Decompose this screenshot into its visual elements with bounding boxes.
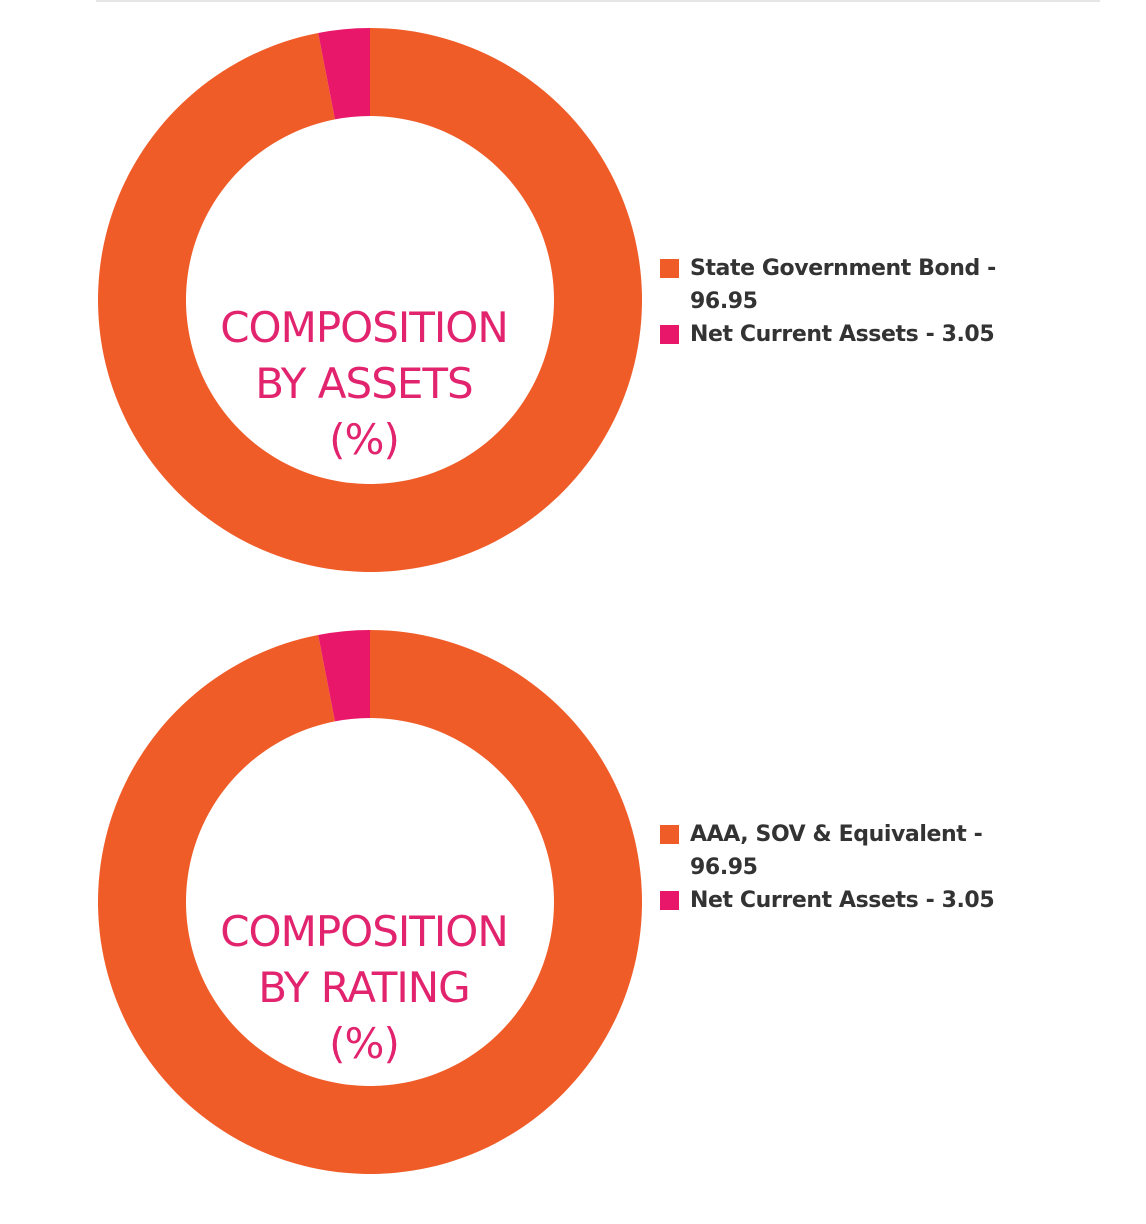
legend-item: Net Current Assets - 3.05 xyxy=(660,318,1020,351)
donut-slice-2 xyxy=(318,28,370,120)
legend-item: State Government Bond - 96.95 xyxy=(660,252,1020,318)
chart-title-line-3: (%) xyxy=(329,1019,400,1068)
donut-chart-rating xyxy=(98,630,643,1174)
donut-slice-1 xyxy=(98,630,643,1174)
chart-title: COMPOSITION BY RATING (%) xyxy=(190,904,538,1072)
chart-title: COMPOSITION BY ASSETS (%) xyxy=(190,300,538,468)
legend-label: Net Current Assets - 3.05 xyxy=(690,322,995,347)
chart-legend: AAA, SOV & Equivalent - 96.95 Net Curren… xyxy=(660,818,1020,917)
chart-legend: State Government Bond - 96.95 Net Curren… xyxy=(660,252,1020,351)
top-divider xyxy=(96,0,1100,2)
legend-label: AAA, SOV & Equivalent - 96.95 xyxy=(690,822,983,880)
legend-swatch xyxy=(660,891,679,910)
donut-slice-1 xyxy=(98,28,643,572)
chart-title-line-2: BY ASSETS xyxy=(255,359,473,408)
legend-item: Net Current Assets - 3.05 xyxy=(660,884,1020,917)
donut-slice-2 xyxy=(318,630,370,722)
legend-item: AAA, SOV & Equivalent - 96.95 xyxy=(660,818,1020,884)
donut-chart-assets xyxy=(98,28,643,572)
legend-swatch xyxy=(660,259,679,278)
chart-title-line-2: BY RATING xyxy=(258,963,470,1012)
legend-swatch xyxy=(660,825,679,844)
composition-by-rating-chart: COMPOSITION BY RATING (%) AAA, SOV & Equ… xyxy=(0,622,1146,1182)
legend-label: Net Current Assets - 3.05 xyxy=(690,888,995,913)
chart-title-line-3: (%) xyxy=(329,415,400,464)
legend-swatch xyxy=(660,325,679,344)
composition-by-assets-chart: COMPOSITION BY ASSETS (%) State Governme… xyxy=(0,20,1146,580)
legend-label: State Government Bond - 96.95 xyxy=(690,256,996,314)
chart-title-line-1: COMPOSITION xyxy=(220,907,509,956)
chart-title-line-1: COMPOSITION xyxy=(220,303,509,352)
